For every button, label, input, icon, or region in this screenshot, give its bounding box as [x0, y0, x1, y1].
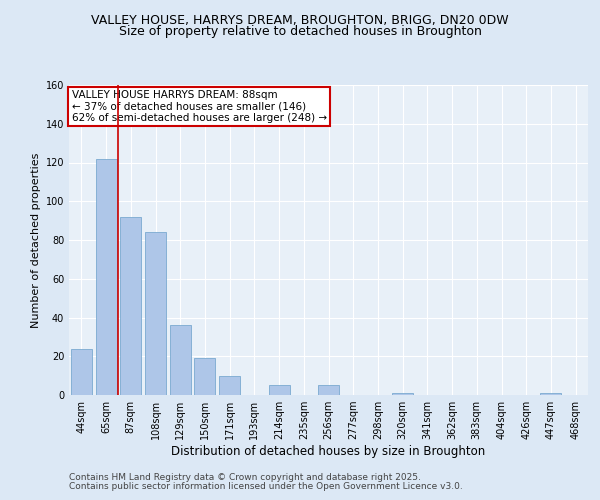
- Bar: [269, 386, 290, 395]
- Text: Size of property relative to detached houses in Broughton: Size of property relative to detached ho…: [119, 25, 481, 38]
- Text: VALLEY HOUSE, HARRYS DREAM, BROUGHTON, BRIGG, DN20 0DW: VALLEY HOUSE, HARRYS DREAM, BROUGHTON, B…: [91, 14, 509, 27]
- Bar: [219, 376, 240, 395]
- Bar: [95, 158, 116, 395]
- Bar: [170, 325, 191, 395]
- Text: VALLEY HOUSE HARRYS DREAM: 88sqm
← 37% of detached houses are smaller (146)
62% : VALLEY HOUSE HARRYS DREAM: 88sqm ← 37% o…: [71, 90, 327, 123]
- Text: Contains public sector information licensed under the Open Government Licence v3: Contains public sector information licen…: [69, 482, 463, 491]
- Bar: [71, 348, 92, 395]
- X-axis label: Distribution of detached houses by size in Broughton: Distribution of detached houses by size …: [172, 445, 485, 458]
- Bar: [145, 232, 166, 395]
- Bar: [392, 393, 413, 395]
- Y-axis label: Number of detached properties: Number of detached properties: [31, 152, 41, 328]
- Bar: [120, 217, 141, 395]
- Text: Contains HM Land Registry data © Crown copyright and database right 2025.: Contains HM Land Registry data © Crown c…: [69, 474, 421, 482]
- Bar: [194, 358, 215, 395]
- Bar: [541, 393, 562, 395]
- Bar: [318, 386, 339, 395]
